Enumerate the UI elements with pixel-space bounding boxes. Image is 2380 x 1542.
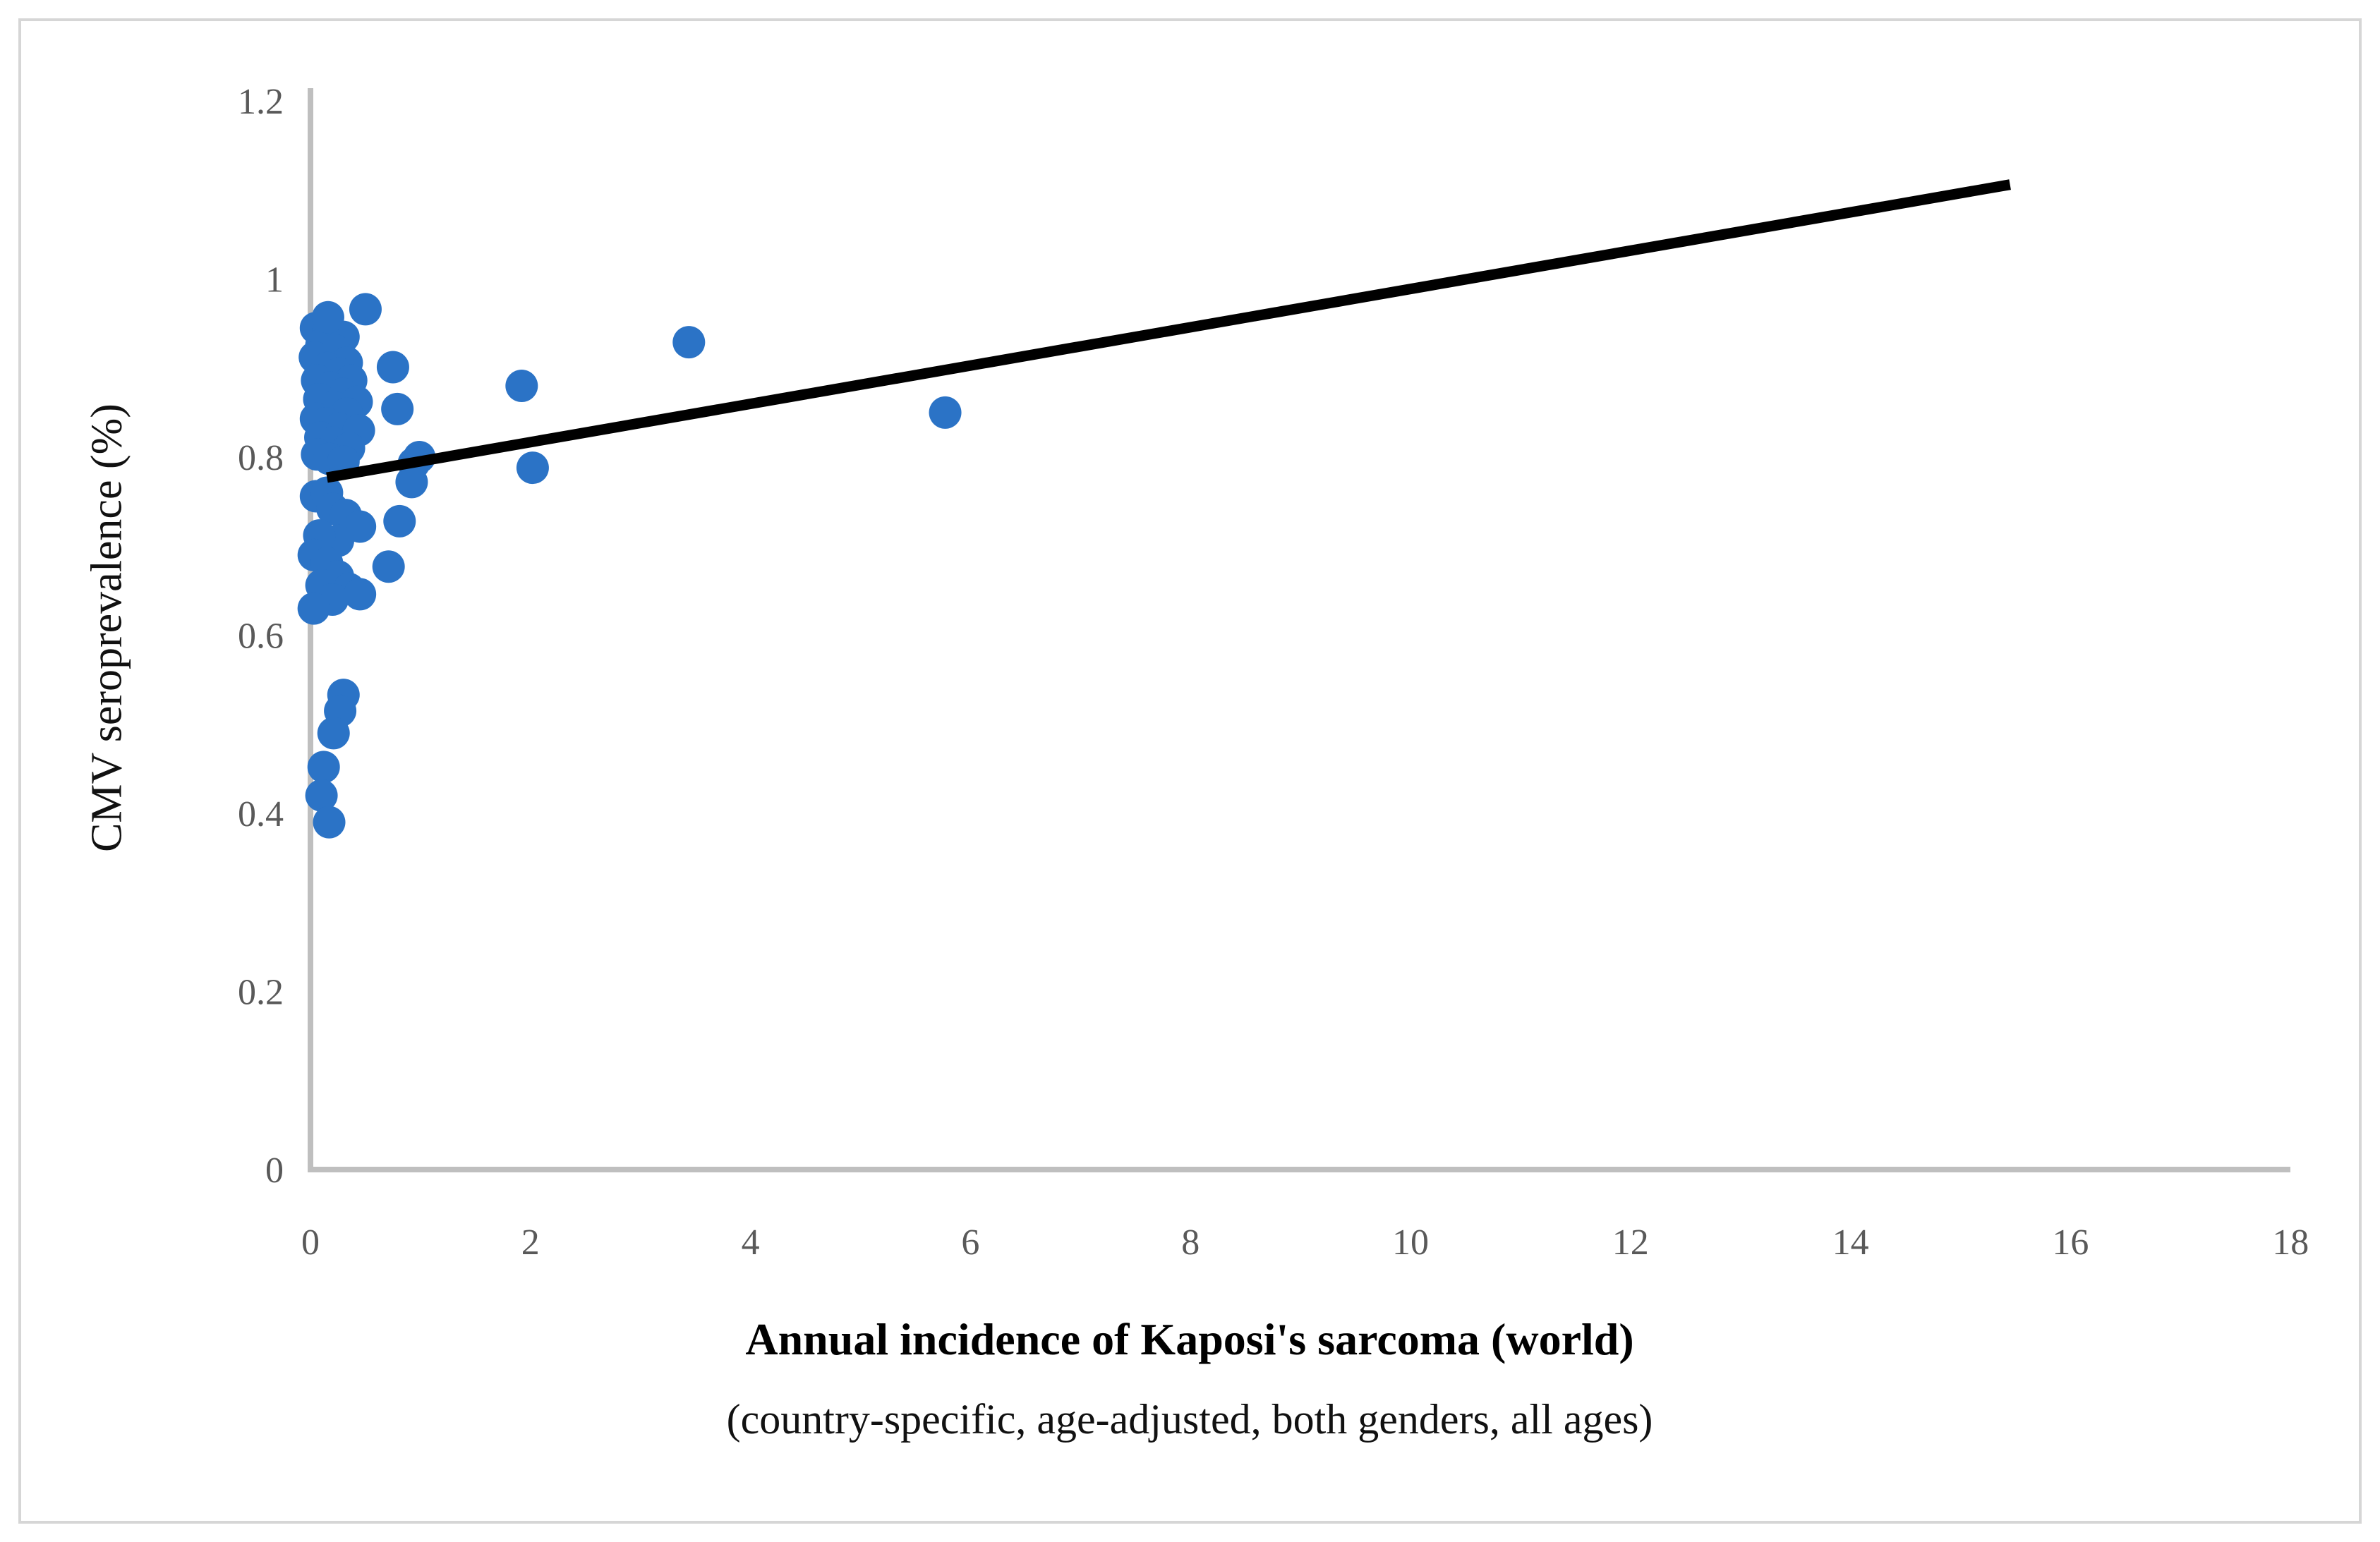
x-tick-label: 10 (1392, 1222, 1429, 1263)
axis-lines (308, 88, 2290, 1172)
x-tick-label: 0 (301, 1222, 320, 1263)
data-point (672, 326, 706, 359)
x-tick-label: 6 (961, 1222, 979, 1263)
data-point (297, 592, 330, 625)
x-tick-label: 16 (2052, 1222, 2089, 1263)
x-axis-title: Annual incidence of Kaposi's sarcoma (wo… (745, 1314, 1634, 1364)
data-point (505, 370, 538, 402)
y-axis-title: CMV seroprevalence (%) (83, 403, 131, 852)
y-tick-label: 0.8 (238, 438, 284, 478)
y-tick-label: 1 (265, 260, 284, 300)
x-axis-subtitle: (country-specific, age-adjusted, both ge… (726, 1396, 1653, 1443)
x-tick-label: 12 (1612, 1222, 1649, 1263)
x-tick-label: 2 (521, 1222, 540, 1263)
y-tick-label: 0.6 (238, 617, 284, 657)
data-point (372, 550, 405, 583)
data-point (313, 806, 346, 839)
data-point (929, 396, 962, 429)
y-tick-label: 1.2 (238, 82, 284, 122)
data-point (344, 578, 377, 611)
data-point (381, 392, 414, 425)
y-tick-label: 0 (265, 1151, 284, 1191)
x-tick-label: 18 (2272, 1222, 2309, 1263)
data-point (311, 300, 344, 334)
data-point (307, 751, 340, 784)
data-point (383, 504, 416, 538)
trend-line (326, 179, 2011, 483)
data-point (395, 466, 428, 499)
data-point (376, 351, 409, 384)
y-tick-label: 0.4 (238, 794, 284, 834)
x-tick-label: 8 (1181, 1222, 1200, 1263)
data-point (305, 779, 338, 812)
y-tick-label: 0.2 (238, 973, 284, 1013)
x-tick-label: 14 (1832, 1222, 1869, 1263)
x-tick-label: 4 (742, 1222, 760, 1263)
data-point (349, 293, 382, 326)
data-point (516, 451, 549, 485)
data-point (317, 717, 350, 750)
